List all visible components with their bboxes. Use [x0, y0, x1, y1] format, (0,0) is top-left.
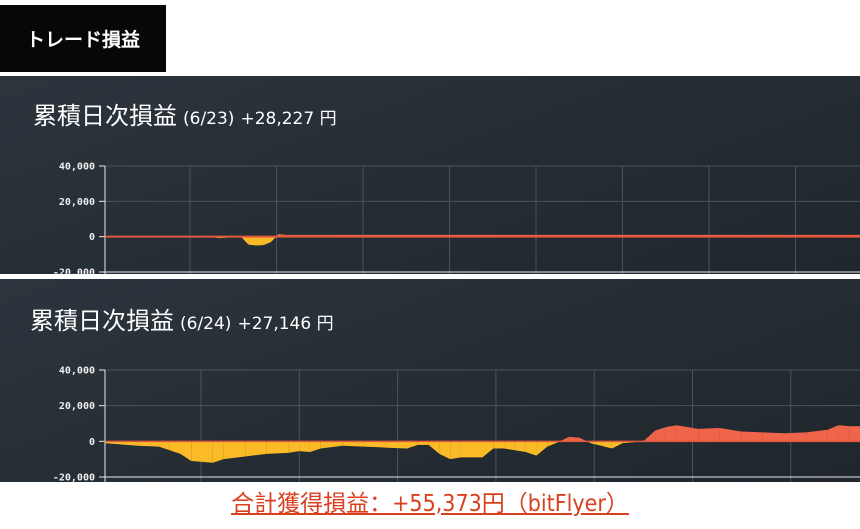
pnl-area-segment	[385, 441, 407, 449]
pnl-area-segment	[590, 441, 602, 446]
pnl-area-segment	[838, 425, 850, 442]
y-tick-label: 40,000	[59, 162, 95, 173]
pnl-area-segment	[288, 441, 300, 453]
pnl-area-segment	[428, 441, 440, 454]
y-tick-label: 40,000	[59, 366, 95, 377]
pnl-area-segment	[611, 441, 623, 449]
y-tick-label: 0	[89, 232, 95, 243]
pnl-area-segment	[827, 425, 839, 442]
chart-title: 累積日次損益 (6/24) +27,146 円	[30, 301, 334, 336]
pnl-area-segment	[762, 432, 785, 442]
pnl-area-segment	[450, 441, 461, 460]
pnl-area-segment	[320, 441, 343, 449]
pnl-area-segment	[601, 441, 612, 449]
pnl-area-segment	[547, 441, 558, 447]
pnl-area-segment	[137, 441, 159, 447]
pnl-area-segment	[698, 427, 720, 442]
pnl-area-segment	[514, 441, 526, 453]
pnl-area-segment	[256, 236, 264, 246]
chart-panel-0624: 累積日次損益 (6/24) +27,146 円 40,000 20,000 0 -20,0…	[0, 279, 860, 482]
header-label: トレード損益	[25, 29, 140, 51]
trade-pnl-header: トレード損益	[0, 5, 166, 72]
pnl-area-segment	[460, 441, 483, 458]
pnl-area-segment	[245, 441, 267, 457]
title-text: 累積日次損益	[33, 102, 177, 130]
pnl-area-segment	[806, 429, 828, 442]
pnl-area-segment	[525, 441, 537, 456]
pnl-area-segment	[407, 441, 418, 449]
pnl-area-segment	[248, 236, 256, 246]
chart-title: 累積日次損益 (6/23) +28,227 円	[33, 96, 337, 131]
pnl-area-segment	[363, 441, 386, 448]
cumulative-pnl-chart: 40,000 20,000 0 -20,000	[53, 366, 860, 483]
title-text: 累積日次損益	[30, 307, 174, 335]
pnl-area-segment	[482, 441, 494, 458]
date-text: (6/24)	[180, 314, 232, 334]
total-profit-link[interactable]: 合計獲得損益：+55,373円（bitFlyer）	[231, 491, 629, 517]
y-tick-label: -20,000	[53, 473, 95, 483]
pnl-area-segment	[644, 430, 656, 442]
pnl-area-segment	[309, 441, 321, 453]
pnl-area-segment	[180, 441, 192, 461]
y-tick-label: 20,000	[59, 401, 95, 412]
pnl-area-segment	[665, 425, 677, 442]
y-tick-label: 20,000	[59, 197, 95, 208]
pnl-area-segment	[579, 437, 591, 444]
pnl-area-segment	[105, 441, 138, 446]
pnl-area-segment	[271, 234, 279, 242]
pnl-area-segment	[240, 236, 249, 245]
pnl-area-segment	[655, 427, 666, 442]
y-tick-label: -20,000	[53, 268, 95, 275]
total-text: +27,146 円	[237, 314, 334, 334]
pnl-area-segment	[536, 441, 548, 456]
pnl-area-segment	[439, 441, 451, 460]
pnl-area-segment	[504, 441, 515, 451]
pnl-area-segment	[342, 441, 364, 447]
pnl-area-segment	[263, 236, 272, 246]
pnl-area-segment	[719, 427, 742, 442]
pnl-area-segment	[741, 431, 763, 442]
date-text: (6/23)	[183, 109, 235, 129]
pnl-area-segment	[299, 441, 310, 453]
pnl-area-segment	[169, 441, 181, 454]
pnl-area-segment	[568, 436, 580, 442]
pnl-area-segment	[493, 441, 505, 449]
pnl-area-segment	[784, 432, 807, 442]
total-text: +28,227 円	[240, 109, 337, 129]
y-tick-label: 0	[89, 437, 95, 448]
pnl-area-segment	[266, 441, 289, 454]
chart-panel-0623: 累積日次損益 (6/23) +28,227 円 40,000 20,000 0 -20,0…	[0, 76, 860, 274]
pnl-area-segment	[191, 441, 213, 463]
cumulative-pnl-chart: 40,000 20,000 0 -20,000	[53, 162, 860, 275]
pnl-area-segment	[676, 425, 699, 442]
pnl-area-segment	[223, 441, 246, 460]
pnl-area-segment	[212, 441, 224, 463]
pnl-area-segment	[158, 441, 170, 451]
pnl-area-segment	[417, 441, 429, 445]
pnl-area-segment	[849, 426, 860, 442]
